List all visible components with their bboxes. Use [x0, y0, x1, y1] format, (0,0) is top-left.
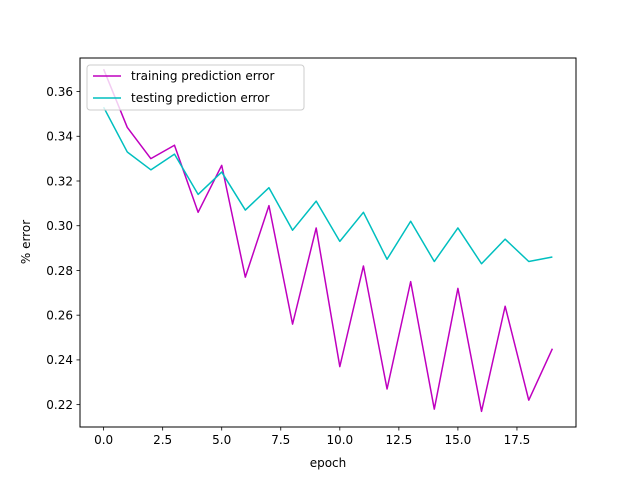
x-axis-title: epoch — [310, 456, 347, 470]
plot-frame — [79, 57, 577, 428]
x-tick-label: 15.0 — [445, 433, 472, 447]
y-tick-label: 0.24 — [46, 353, 73, 367]
x-tick-label: 5.0 — [212, 433, 231, 447]
y-axis: 0.22 0.24 0.26 0.28 0.30 0.32 0.34 0.36 — [46, 85, 80, 412]
x-tick-label: 17.5 — [504, 433, 531, 447]
y-axis-title: % error — [19, 220, 33, 264]
y-tick-label: 0.26 — [46, 308, 73, 322]
lines-layer — [102, 68, 554, 413]
x-tick-label: 12.5 — [385, 433, 412, 447]
x-tick-label: 0.0 — [94, 433, 113, 447]
x-tick-label: 7.5 — [271, 433, 290, 447]
x-axis: 0.0 2.5 5.0 7.5 10.0 12.5 15.0 17.5 — [94, 427, 530, 447]
x-tick-label: 10.0 — [326, 433, 353, 447]
series-line-0 — [102, 68, 554, 413]
y-tick-label: 0.36 — [46, 85, 73, 99]
y-tick-label: 0.30 — [46, 219, 73, 233]
series-line-1 — [102, 106, 553, 265]
x-tick-label: 2.5 — [153, 433, 172, 447]
legend-label-testing: testing prediction error — [131, 91, 270, 105]
legend-label-training: training prediction error — [131, 69, 274, 83]
y-tick-label: 0.32 — [46, 174, 73, 188]
y-tick-label: 0.22 — [46, 398, 73, 412]
y-tick-label: 0.28 — [46, 264, 73, 278]
legend: training prediction error testing predic… — [86, 64, 305, 111]
y-tick-label: 0.34 — [46, 130, 73, 144]
legend-box — [86, 64, 305, 111]
